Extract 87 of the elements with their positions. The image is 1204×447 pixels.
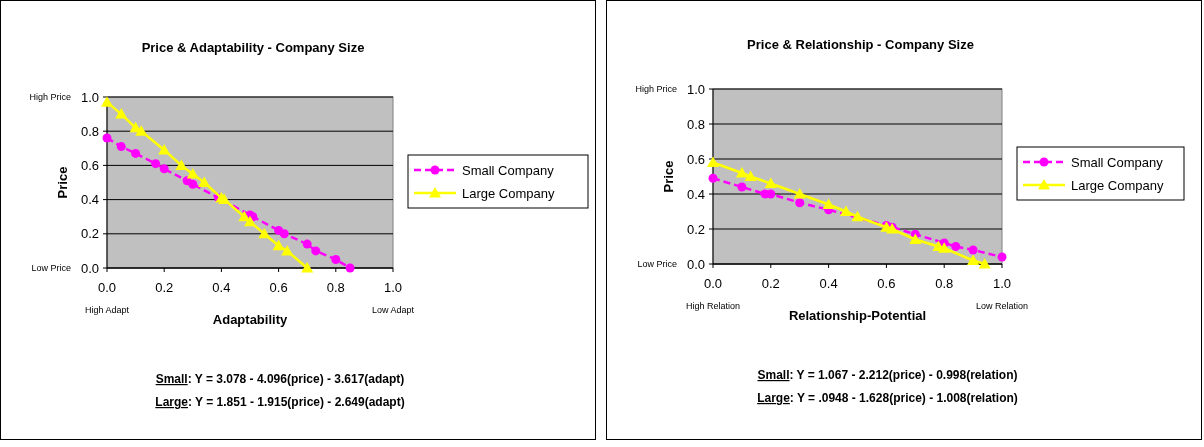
point	[708, 173, 718, 183]
text: Small: Y = 1.067 - 2.212(price) - 0.998(relation)	[757, 368, 1018, 382]
point	[281, 244, 294, 256]
legend-label: Small Company	[1071, 154, 1164, 170]
text: Large: Y = 1.851 - 1.915(price) - 2.649(adapt)	[155, 395, 405, 409]
point	[839, 205, 852, 216]
y-tick-label: 0.8	[686, 116, 705, 132]
point	[938, 242, 951, 253]
text: High Relation	[685, 301, 741, 312]
x-tick-label: 0.6	[877, 276, 896, 291]
point	[115, 108, 128, 119]
text: Low Price	[31, 263, 71, 274]
point	[279, 229, 289, 239]
y-tick-label: 0.0	[686, 256, 705, 272]
y-tick-label: 0.6	[80, 157, 99, 173]
point	[159, 164, 169, 174]
y-tick-label: 0.4	[686, 186, 705, 202]
y-tick-label: 0.2	[686, 221, 705, 237]
point	[258, 227, 271, 239]
point	[158, 144, 171, 155]
point	[968, 245, 978, 255]
text: Low Adapt	[371, 305, 415, 316]
x-tick-label: 1.0	[992, 276, 1012, 291]
point	[707, 156, 719, 167]
point	[744, 170, 757, 181]
text: High Price	[29, 92, 71, 103]
text: Small: Y = 3.078 - 4.096(price) - 3.617(adapt)	[155, 372, 405, 386]
point	[331, 254, 341, 264]
x-tick-label: 0.6	[269, 280, 288, 295]
point	[186, 167, 199, 179]
point	[909, 233, 922, 244]
x-tick-label: 0.8	[326, 280, 345, 295]
point	[967, 254, 980, 265]
point	[102, 133, 112, 143]
y-tick-label: 0.4	[80, 192, 99, 208]
x-tick-label: 0.4	[819, 276, 838, 291]
point	[302, 239, 312, 249]
legend-label: Small Company	[462, 162, 555, 178]
y-tick-label: 0.8	[80, 123, 99, 139]
point	[793, 188, 806, 199]
point	[116, 142, 126, 152]
point	[311, 246, 321, 256]
point	[131, 148, 141, 158]
y-tick-label: 0.0	[80, 260, 99, 276]
y-axis-title: Price	[55, 166, 70, 199]
point	[735, 167, 748, 178]
point	[188, 179, 198, 189]
point	[101, 96, 113, 107]
point	[978, 258, 991, 269]
text: Large: Y = .0948 - 1.628(price) - 1.008(relation)	[757, 391, 1018, 405]
point	[272, 239, 285, 251]
point	[822, 198, 835, 209]
x-tick-label: 0.0	[703, 276, 723, 291]
y-tick-label: 1.0	[80, 89, 99, 105]
text: High Adapt	[84, 305, 130, 316]
x-tick-label: 0.2	[155, 280, 174, 295]
legend-label: Large Company	[1071, 177, 1164, 193]
point	[764, 177, 777, 188]
point	[851, 210, 864, 222]
point	[997, 252, 1007, 262]
point	[301, 262, 314, 273]
x-axis-title: Adaptability	[212, 312, 288, 327]
legend-label: Large Company	[462, 185, 555, 201]
point	[951, 242, 961, 251]
y-tick-label: 0.2	[80, 226, 99, 242]
x-tick-label: 0.0	[97, 280, 117, 295]
point	[151, 159, 161, 169]
point	[737, 182, 747, 192]
x-axis-title: Relationship-Potential	[788, 308, 927, 323]
text: High Price	[635, 84, 677, 95]
y-tick-label: 0.6	[686, 151, 705, 167]
x-tick-label: 0.2	[761, 276, 780, 291]
chart-title: Price & Relationship - Company Size	[747, 37, 974, 52]
y-tick-label: 1.0	[686, 81, 705, 97]
x-tick-label: 1.0	[383, 280, 403, 295]
x-tick-label: 0.4	[212, 280, 231, 295]
text: Low Price	[637, 259, 677, 270]
x-tick-label: 0.8	[935, 276, 954, 291]
chart-title: Price & Adaptability - Company Size	[141, 40, 365, 55]
point	[244, 215, 256, 227]
text: Low Relation	[975, 301, 1029, 312]
point	[135, 125, 148, 136]
point	[345, 263, 355, 273]
point	[766, 189, 776, 199]
point	[795, 198, 805, 208]
point	[198, 176, 211, 187]
y-axis-title: Price	[661, 160, 676, 193]
